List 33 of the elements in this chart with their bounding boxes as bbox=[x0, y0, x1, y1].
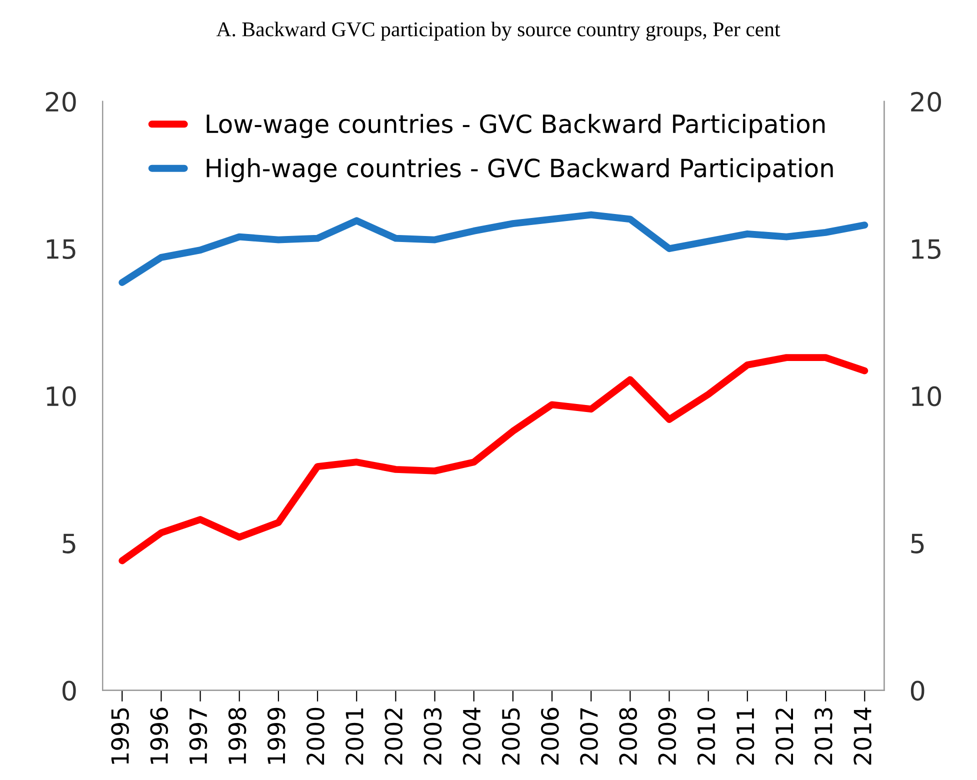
y2-tick-label: 10 bbox=[912, 386, 942, 406]
y2-tick-label: 0 bbox=[910, 680, 924, 701]
x-tick-label: 2009 bbox=[658, 708, 676, 765]
x-tick-label: 1996 bbox=[150, 708, 168, 764]
x-tick-label: 2002 bbox=[384, 708, 403, 765]
y2-tick-label: 5 bbox=[911, 534, 924, 554]
x-tick-label: 1999 bbox=[267, 708, 286, 764]
y-tick-label: 20 bbox=[46, 92, 76, 112]
x-tick-label: 1998 bbox=[228, 708, 246, 764]
x-tick-label: 2010 bbox=[697, 708, 716, 765]
x-tick-label: 2005 bbox=[502, 708, 520, 765]
y2-tick-label: 20 bbox=[911, 92, 942, 112]
x-tick-label: 2000 bbox=[306, 708, 324, 765]
x-tick-label: 2007 bbox=[580, 708, 598, 765]
x-tick-label: 2001 bbox=[346, 708, 364, 765]
chart-title: A. Backward GVC participation by source country groups, Per cent bbox=[216, 22, 780, 41]
y-tick-label: 15 bbox=[46, 239, 76, 260]
x-tick-label: 2013 bbox=[814, 708, 832, 765]
x-tick-label: 2003 bbox=[424, 708, 442, 765]
y-tick-label: 10 bbox=[46, 386, 76, 406]
y2-tick-label: 15 bbox=[912, 239, 940, 260]
x-tick-label: 1995 bbox=[111, 708, 129, 764]
x-tick-label: 2012 bbox=[775, 708, 794, 765]
x-tick-label: 2008 bbox=[619, 708, 638, 765]
y-tick-label: 0 bbox=[62, 680, 76, 701]
y-tick-label: 5 bbox=[62, 534, 76, 554]
x-tick-label: 1997 bbox=[189, 708, 208, 764]
legend-label: High-wage countries - GVC Backward Participation bbox=[206, 158, 833, 182]
legend-label: Low-wage countries - GVC Backward Participation bbox=[206, 114, 825, 138]
x-tick-label: 2011 bbox=[736, 708, 754, 765]
x-tick-label: 2006 bbox=[540, 708, 559, 765]
x-tick-label: 2004 bbox=[462, 708, 481, 765]
x-tick-label: 2014 bbox=[854, 708, 872, 765]
